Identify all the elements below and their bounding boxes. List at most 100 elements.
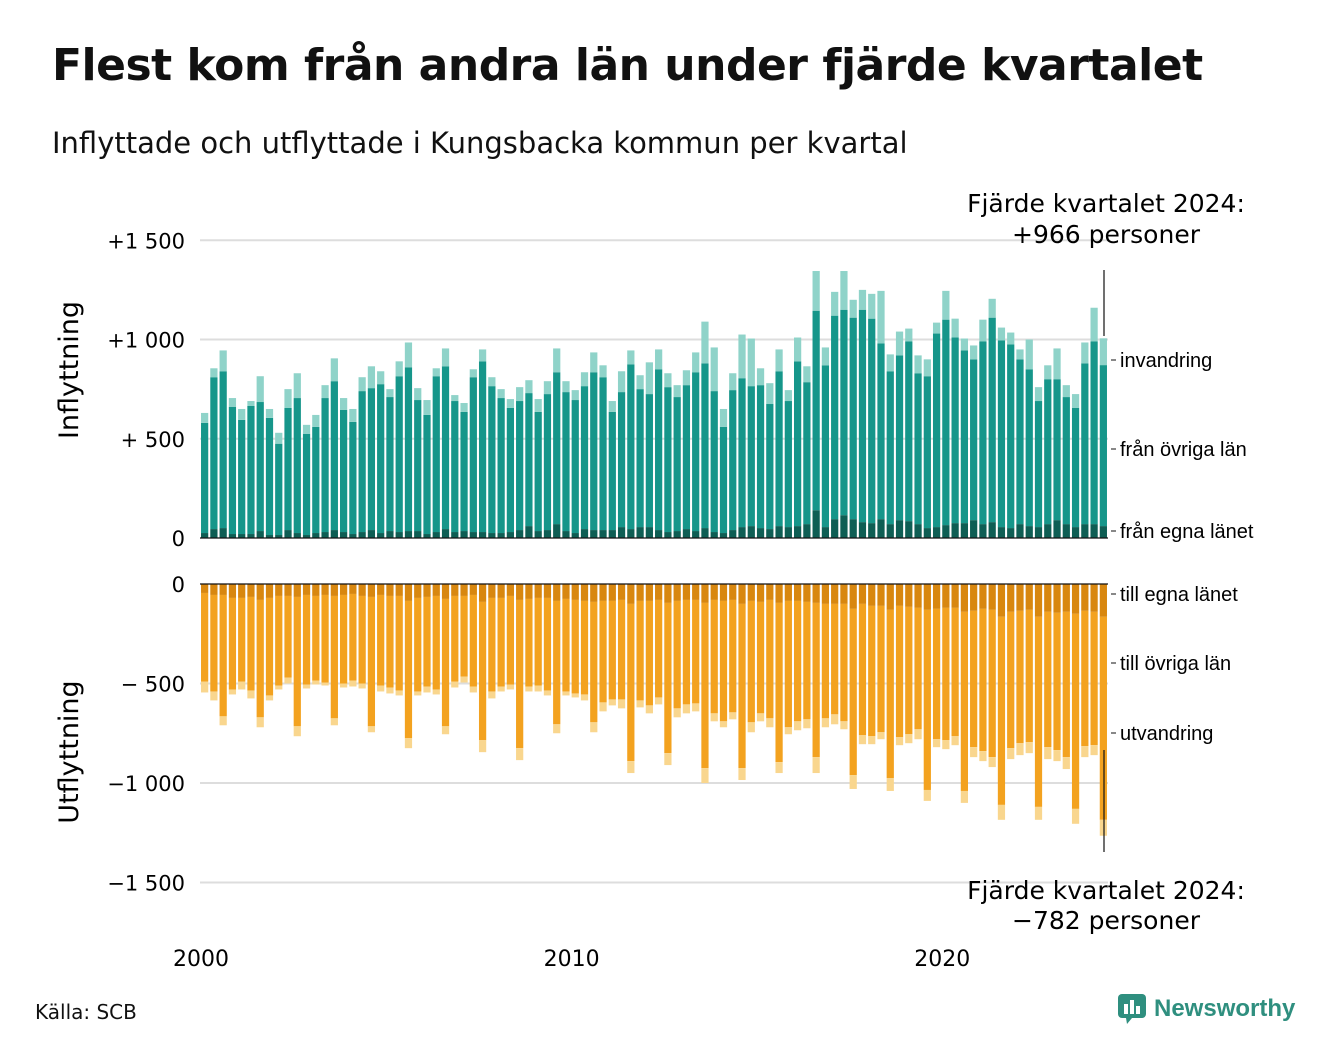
bar-till-ovriga-lan bbox=[256, 599, 264, 718]
bar-invandring bbox=[812, 271, 820, 311]
bar-invandring bbox=[395, 361, 403, 377]
bar-invandring bbox=[460, 403, 468, 412]
bar-till-ovriga-lan bbox=[608, 600, 616, 700]
bar-fran-ovriga-lan bbox=[404, 367, 413, 532]
bar-fran-ovriga-lan bbox=[701, 363, 709, 529]
bar-fran-ovriga-lan bbox=[988, 317, 996, 523]
bar-utvandring bbox=[238, 681, 246, 690]
bar-fran-egna-lanet bbox=[960, 523, 969, 538]
bar-invandring bbox=[497, 389, 505, 399]
bar-utvandring bbox=[201, 681, 209, 693]
bar-utvandring bbox=[831, 714, 839, 725]
bar-till-egna-lanet bbox=[673, 584, 681, 601]
bar-fran-ovriga-lan bbox=[1034, 401, 1043, 528]
source-note: Källa: SCB bbox=[35, 1000, 137, 1024]
bar-invandring bbox=[265, 408, 274, 418]
bar-invandring bbox=[275, 432, 283, 444]
series-labels: invandring från övriga län från egna län… bbox=[1111, 350, 1254, 745]
bar-till-ovriga-lan bbox=[238, 597, 246, 682]
bar-invandring bbox=[942, 290, 950, 320]
bar-utvandring bbox=[256, 717, 264, 728]
bar-invandring bbox=[201, 412, 209, 423]
bar-invandring bbox=[293, 373, 301, 399]
bar-till-egna-lanet bbox=[293, 584, 301, 597]
bar-utvandring bbox=[775, 762, 783, 774]
bar-invandring bbox=[868, 293, 876, 319]
bar-utvandring bbox=[895, 737, 904, 746]
bar-fran-ovriga-lan bbox=[729, 390, 737, 531]
bar-utvandring bbox=[747, 722, 755, 733]
bar-till-ovriga-lan bbox=[719, 600, 728, 722]
bar-invandring bbox=[506, 399, 515, 408]
bar-till-egna-lanet bbox=[228, 584, 237, 598]
bar-till-egna-lanet bbox=[970, 584, 978, 611]
bar-utvandring bbox=[358, 683, 366, 689]
bar-fran-egna-lanet bbox=[247, 534, 255, 538]
bar-till-egna-lanet bbox=[1025, 584, 1033, 610]
bar-fran-egna-lanet bbox=[997, 527, 1006, 538]
bar-fran-ovriga-lan bbox=[645, 394, 653, 528]
bar-till-egna-lanet bbox=[682, 584, 691, 600]
bar-invandring bbox=[1099, 338, 1107, 366]
ytick-label: 0 bbox=[172, 573, 185, 597]
series-label-till-ovriga-lan: till övriga län bbox=[1120, 653, 1231, 675]
bar-invandring bbox=[210, 368, 218, 378]
brand-logo[interactable]: Newsworthy bbox=[1118, 994, 1295, 1024]
bar-till-ovriga-lan bbox=[395, 595, 403, 691]
bar-fran-ovriga-lan bbox=[821, 365, 830, 528]
bar-till-ovriga-lan bbox=[627, 603, 635, 762]
bar-till-egna-lanet bbox=[460, 584, 468, 596]
bar-invandring bbox=[682, 370, 691, 386]
bar-utvandring bbox=[404, 738, 413, 749]
bar-utvandring bbox=[1081, 746, 1089, 758]
bar-fran-egna-lanet bbox=[914, 524, 922, 538]
bar-utvandring bbox=[590, 722, 598, 733]
bar-fran-egna-lanet bbox=[414, 531, 422, 538]
bar-invandring bbox=[784, 390, 792, 402]
chart-subtitle: Inflyttade och utflyttade i Kungsbacka k… bbox=[52, 126, 908, 160]
bar-utvandring bbox=[571, 693, 579, 698]
annotation-top-line1: Fjärde kvartalet 2024: bbox=[967, 189, 1245, 218]
bar-invandring bbox=[488, 377, 496, 387]
bar-till-egna-lanet bbox=[960, 584, 969, 612]
bar-fran-egna-lanet bbox=[803, 524, 811, 538]
bar-fran-egna-lanet bbox=[655, 530, 663, 538]
bar-invandring bbox=[219, 350, 227, 372]
series-label-till-egna-lanet: till egna länet bbox=[1120, 584, 1238, 606]
bar-fran-egna-lanet bbox=[228, 534, 237, 538]
bar-fran-egna-lanet bbox=[275, 535, 283, 538]
bar-utvandring bbox=[812, 757, 820, 774]
bar-fran-ovriga-lan bbox=[478, 361, 487, 533]
bar-invandring bbox=[608, 401, 616, 412]
bar-fran-egna-lanet bbox=[580, 529, 589, 538]
bar-utvandring bbox=[636, 700, 644, 708]
bar-invandring bbox=[756, 368, 765, 386]
bar-invandring bbox=[664, 373, 672, 388]
bar-fran-egna-lanet bbox=[1062, 524, 1070, 538]
bar-fran-egna-lanet bbox=[534, 531, 542, 538]
bar-till-egna-lanet bbox=[256, 584, 264, 600]
bar-till-ovriga-lan bbox=[543, 597, 552, 691]
bar-till-egna-lanet bbox=[756, 584, 765, 602]
bar-utvandring bbox=[970, 747, 978, 758]
bar-till-egna-lanet bbox=[766, 584, 774, 600]
bar-till-ovriga-lan bbox=[636, 600, 644, 701]
bar-invandring bbox=[710, 347, 718, 392]
bar-till-egna-lanet bbox=[265, 584, 274, 598]
bar-fran-egna-lanet bbox=[525, 526, 533, 538]
bar-till-egna-lanet bbox=[617, 584, 626, 600]
bar-invandring bbox=[247, 401, 255, 406]
bar-fran-egna-lanet bbox=[478, 532, 487, 538]
bar-fran-egna-lanet bbox=[404, 531, 413, 538]
bar-till-ovriga-lan bbox=[821, 603, 830, 719]
bar-invandring bbox=[988, 298, 996, 318]
bar-invandring bbox=[516, 387, 524, 402]
bar-utvandring bbox=[960, 790, 969, 803]
bar-fran-egna-lanet bbox=[321, 532, 329, 538]
bar-till-egna-lanet bbox=[1044, 584, 1052, 612]
bar-till-ovriga-lan bbox=[840, 603, 848, 722]
bar-till-ovriga-lan bbox=[1016, 610, 1024, 744]
bar-utvandring bbox=[534, 685, 542, 692]
bar-till-egna-lanet bbox=[321, 584, 329, 595]
bar-till-egna-lanet bbox=[432, 584, 440, 596]
